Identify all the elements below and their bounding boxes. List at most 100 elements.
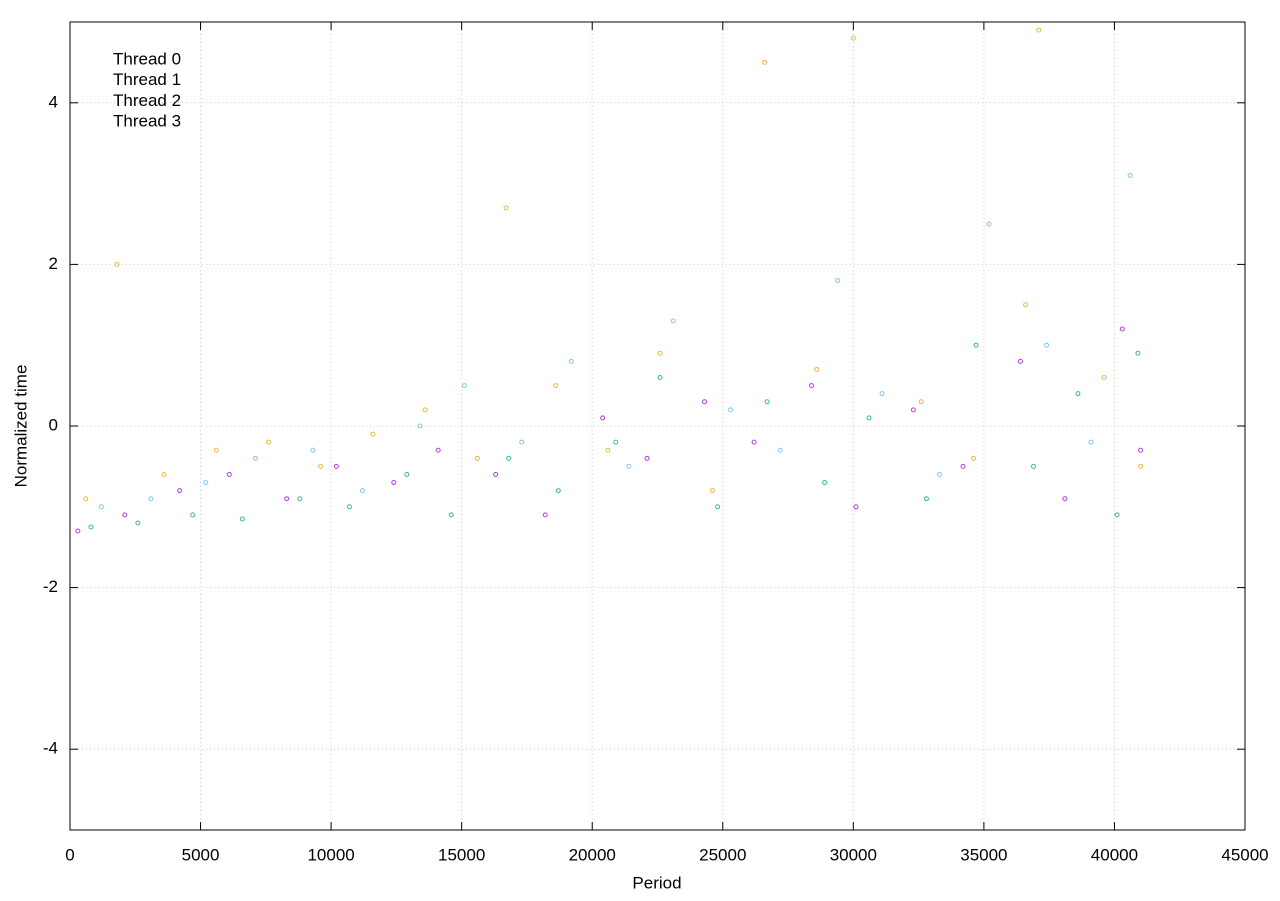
point [600,415,606,421]
point [88,524,94,530]
point [346,504,352,510]
x-tick-label: 15000 [438,845,485,864]
y-tick-label: -2 [43,577,58,596]
point [404,471,410,477]
point [555,488,561,494]
point [751,439,757,445]
point [937,471,942,477]
legend-label: Thread 2 [113,91,181,110]
x-tick-label: 30000 [830,845,877,864]
point [850,35,856,41]
point [114,261,120,267]
point [190,512,196,518]
point [177,488,183,494]
point [98,504,104,510]
x-tick-label: 10000 [307,845,354,864]
point [542,512,548,518]
point [644,455,650,461]
point [1075,391,1081,397]
point [605,447,611,453]
point [391,480,397,486]
point [461,383,467,389]
point [910,407,916,413]
y-tick-label: 2 [49,254,58,273]
point [1135,350,1141,356]
legend-label: Thread 3 [113,112,181,131]
x-tick-label: 5000 [182,845,220,864]
x-tick-label: 25000 [699,845,746,864]
point [1114,512,1120,518]
legend-label: Thread 1 [113,70,181,89]
point [474,455,480,461]
point [359,488,365,494]
point [960,463,966,469]
point [493,471,499,477]
point [506,455,512,461]
point [161,471,167,477]
point [75,528,81,534]
point [879,391,885,397]
point [709,488,715,494]
point [333,463,339,469]
y-tick-label: -4 [43,739,58,758]
point [519,439,525,445]
point [568,358,574,364]
legend-label: Thread 0 [113,49,181,68]
point [853,504,859,510]
point [626,463,632,469]
point [553,383,559,389]
point [213,447,219,453]
plot-frame [69,21,1246,831]
x-tick-label: 40000 [1091,845,1138,864]
point [613,439,619,445]
point [83,496,89,502]
point [370,431,376,437]
y-tick-label: 4 [49,92,58,111]
point [122,512,128,518]
point [970,455,976,461]
y-tick-label: 0 [49,415,58,434]
point [284,496,290,502]
point [226,471,232,477]
point [918,399,924,405]
point [923,496,929,502]
point [702,399,707,405]
point [728,407,734,413]
y-axis-label: Normalized time [11,365,30,488]
point [1023,302,1029,308]
point [715,504,721,510]
point [203,480,209,486]
point [809,383,815,389]
point [822,480,828,486]
point [1101,375,1107,381]
x-tick-label: 0 [65,845,74,864]
point [777,447,783,453]
series [75,326,1144,534]
point [1017,358,1023,364]
point [1031,463,1036,469]
point [986,221,992,227]
point [657,350,663,356]
x-tick-label: 20000 [569,845,616,864]
point [148,496,154,502]
point [1138,463,1144,469]
point [670,318,676,324]
point [417,423,423,429]
point [135,520,141,526]
point [310,447,316,453]
x-axis-label: Period [632,873,681,892]
point [503,205,509,211]
point [239,516,245,522]
point [835,278,841,284]
point [435,447,441,453]
point [1127,173,1133,179]
x-tick-label: 45000 [1221,845,1268,864]
x-tick-label: 35000 [960,845,1007,864]
point [973,342,979,348]
point [1088,439,1094,445]
point [1036,27,1042,33]
point [318,463,324,469]
point [764,399,770,405]
